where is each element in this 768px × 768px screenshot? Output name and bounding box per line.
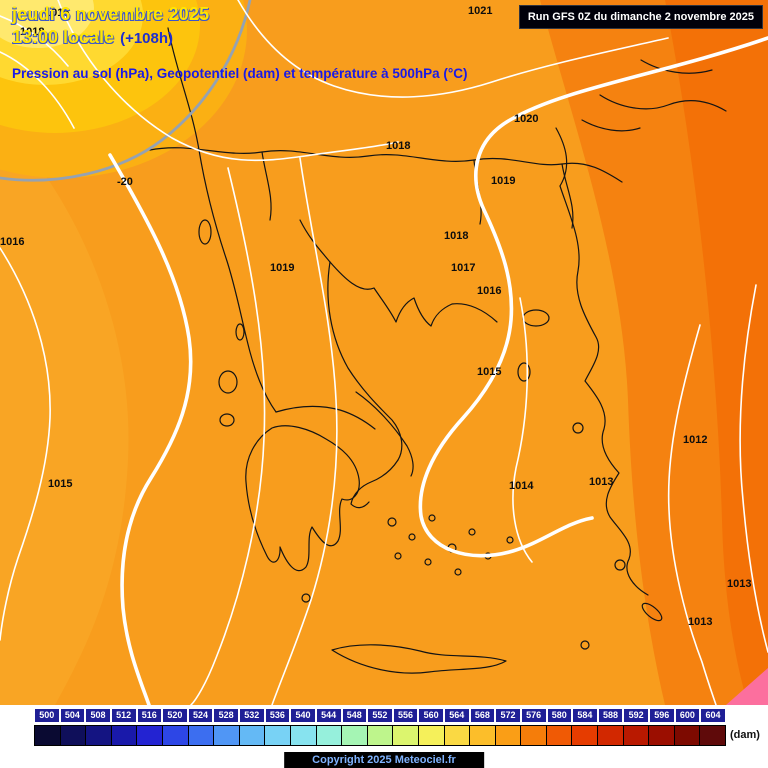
forecast-date: jeudi 6 novembre 2025 [12, 4, 210, 24]
scale-value: 560 [419, 709, 443, 722]
copyright-bar: Copyright 2025 Meteociel.fr [0, 752, 768, 768]
map-fill-far-right-band [665, 0, 768, 705]
isobars-thin [0, 0, 768, 705]
temperature-contour [0, 0, 252, 182]
scale-value: 540 [291, 709, 315, 722]
scale-value: 576 [521, 709, 546, 722]
scale-value: 600 [675, 709, 700, 722]
scale-color-cell [418, 726, 445, 745]
scale-color-cell [111, 726, 138, 745]
scale-value: 592 [624, 709, 648, 722]
scale-color-cell [470, 726, 496, 745]
scale-color-cell [521, 726, 547, 745]
scale-color-cell [239, 726, 266, 745]
scale-color-cell [393, 726, 419, 745]
scale-color-cell [649, 726, 675, 745]
scale-value: 584 [573, 709, 597, 722]
scale-value: 532 [240, 709, 264, 722]
scale-value: 500 [35, 709, 59, 722]
scale-color-cell [214, 726, 240, 745]
scale-value: 548 [342, 709, 367, 722]
header: jeudi 6 novembre 2025 13:00 locale (+108h… [12, 4, 468, 81]
scale-color-cell [598, 726, 624, 745]
scale-color-cell [572, 726, 599, 745]
map-area: 1016 1018 1021 1020 1018 1019 1018 1017 1016 1019… [0, 0, 768, 705]
copyright-text: Copyright 2025 Meteociel.fr [284, 752, 484, 768]
scale-value: 564 [445, 709, 469, 722]
scale-value: 568 [470, 709, 495, 722]
weather-map [0, 0, 768, 705]
scale-value: 520 [163, 709, 187, 722]
scale-area: 500 504 508 512 516 520 524 528 532 536 540 544 548 5… [0, 705, 768, 752]
scale-unit-label: (dam) [730, 729, 760, 741]
scale-color-cell [60, 726, 87, 745]
scale-value: 508 [86, 709, 110, 722]
isobars-thick [108, 36, 768, 705]
scale-color-cell [546, 726, 573, 745]
scale-color-cell [137, 726, 163, 745]
scale-color-cell [290, 726, 317, 745]
scale-value: 504 [60, 709, 85, 722]
forecast-time: 13:00 locale (+108h) [12, 27, 468, 48]
scale-color-cell [623, 726, 650, 745]
forecast-time-local: 13:00 locale [12, 27, 115, 47]
scale-value: 512 [111, 709, 136, 722]
scale-value: 604 [701, 709, 725, 722]
coastlines [149, 27, 727, 674]
scale-value: 572 [496, 709, 520, 722]
run-info-box: Run GFS 0Z du dimanche 2 novembre 2025 [518, 5, 763, 29]
scale-color-cell [342, 726, 368, 745]
scale-color-cell [86, 726, 112, 745]
scale-color-cell [444, 726, 471, 745]
scale-value: 516 [137, 709, 162, 722]
scale-value: 580 [547, 709, 572, 722]
scale-value: 556 [393, 709, 418, 722]
scale-value: 588 [598, 709, 623, 722]
scale-values-row: 500 504 508 512 516 520 524 528 532 536 540 544 548 5… [34, 709, 726, 722]
scale-colorbar [34, 725, 726, 746]
scale-value: 552 [368, 709, 392, 722]
scale-color-cell [495, 726, 522, 745]
scale-value: 544 [316, 709, 341, 722]
scale-color-cell [265, 726, 291, 745]
scale-value: 536 [265, 709, 290, 722]
scale-color-cell [674, 726, 701, 745]
scale-value: 596 [650, 709, 674, 722]
map-fill-yellow-core [0, 0, 94, 48]
scale-color-cell [188, 726, 215, 745]
scale-color-cell [367, 726, 394, 745]
scale-value: 524 [188, 709, 213, 722]
map-title: Pression au sol (hPa), Geopotentiel (dam… [12, 66, 468, 81]
scale-color-cell [35, 726, 61, 745]
scale-color-cell [162, 726, 189, 745]
scale-color-cell [700, 726, 726, 745]
scale-value: 528 [214, 709, 238, 722]
forecast-offset: (+108h) [120, 30, 174, 47]
scale-color-cell [316, 726, 343, 745]
map-fill-left-band [0, 120, 129, 705]
map-fill-pink-corner [726, 668, 768, 705]
